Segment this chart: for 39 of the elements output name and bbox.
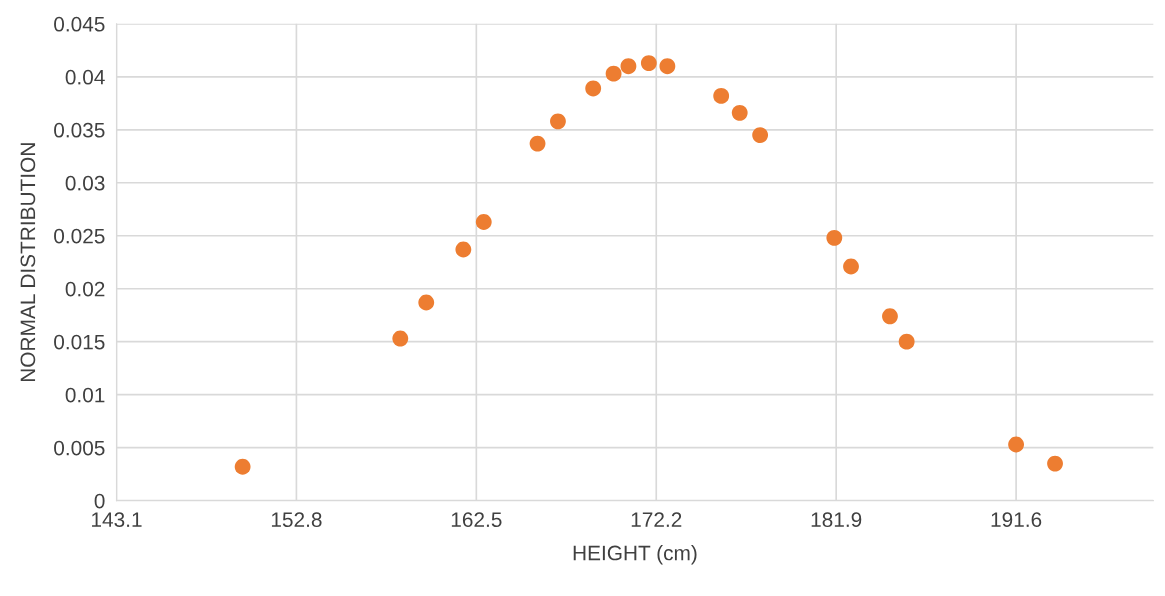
point [826,229,843,246]
point [529,135,546,152]
point [620,58,637,75]
x-axis-title: HEIGHT (cm) [573,545,697,565]
y-tick-label: 0.045 [54,16,105,32]
y-tick-label: 0.03 [65,175,105,191]
point [585,80,602,97]
x-tick-label: 172.2 [631,512,682,527]
point [550,113,566,130]
point [898,333,915,350]
x-tick-label: 152.8 [271,512,322,528]
point [882,308,898,325]
y-tick-label: 0.015 [54,334,105,350]
x-tick-label: 143.1 [92,512,142,528]
point [605,65,622,82]
x-tick-label: 191.6 [991,512,1042,528]
point [455,241,472,258]
y-tick-label: 0.01 [65,387,105,403]
y-tick-label: 0.04 [65,69,105,85]
point [1047,455,1063,472]
x-tick-label: 162.5 [451,512,502,528]
y-axis-title: NORMAL DISTRIBUTION [20,143,36,382]
y-tick-label: 0 [94,493,105,509]
point [1008,436,1025,453]
point [843,258,859,275]
point [392,330,409,347]
x-tick-label: 181.9 [811,512,862,528]
point [752,127,769,144]
y-tick-label: 0.035 [54,122,105,138]
y-tick-label: 0.02 [65,281,105,297]
y-tick-label: 0.025 [54,228,105,244]
point [418,294,435,311]
y-tick-label: 0.005 [54,440,105,456]
point [234,458,251,475]
point [659,58,676,75]
point [640,55,657,71]
point [713,87,730,104]
point [475,214,492,230]
point [731,104,748,121]
